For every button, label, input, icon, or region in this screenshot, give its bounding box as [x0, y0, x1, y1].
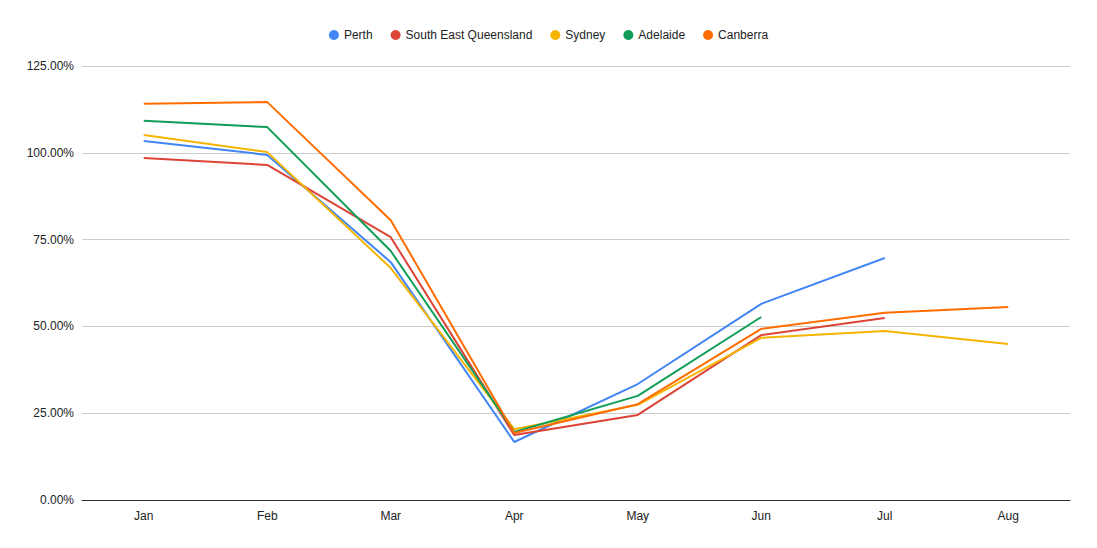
svg-text:Jun: Jun — [752, 509, 771, 523]
svg-text:Apr: Apr — [505, 509, 524, 523]
svg-text:Adelaide: Adelaide — [638, 28, 685, 42]
svg-text:Aug: Aug — [998, 509, 1019, 523]
svg-text:Canberra: Canberra — [718, 28, 768, 42]
svg-text:May: May — [626, 509, 649, 523]
svg-text:Feb: Feb — [257, 509, 278, 523]
svg-text:75.00%: 75.00% — [33, 233, 74, 247]
svg-text:Perth: Perth — [344, 28, 373, 42]
svg-text:100.00%: 100.00% — [27, 146, 75, 160]
svg-text:25.00%: 25.00% — [33, 406, 74, 420]
svg-text:Jan: Jan — [134, 509, 153, 523]
svg-text:125.00%: 125.00% — [27, 59, 75, 73]
svg-text:Mar: Mar — [380, 509, 401, 523]
svg-text:50.00%: 50.00% — [33, 319, 74, 333]
svg-text:Jul: Jul — [877, 509, 892, 523]
svg-text:Sydney: Sydney — [565, 28, 605, 42]
svg-text:South East Queensland: South East Queensland — [406, 28, 533, 42]
svg-text:0.00%: 0.00% — [40, 493, 74, 507]
